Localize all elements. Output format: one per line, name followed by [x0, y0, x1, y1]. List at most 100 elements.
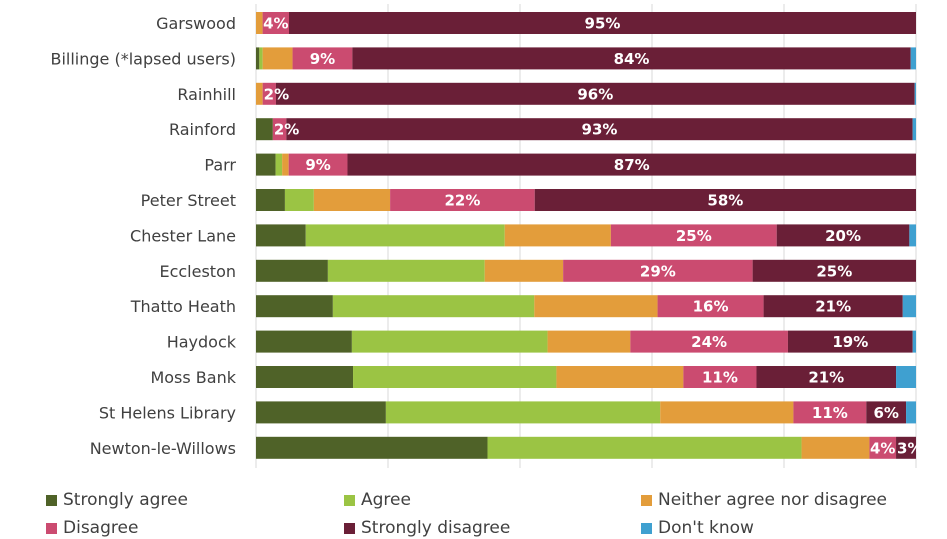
category-label: Rainford: [169, 120, 236, 139]
bar-segment: [327, 259, 485, 282]
bar-segment: [256, 330, 352, 353]
bar-segment: [657, 295, 764, 318]
bar-segment: [896, 436, 916, 459]
bar-segment: [902, 295, 916, 318]
legend-label: Disagree: [63, 518, 139, 538]
legend-label: Strongly agree: [63, 490, 188, 510]
category-label: Parr: [204, 156, 236, 175]
bar-segment: [914, 82, 916, 105]
bar-segment: [610, 224, 777, 247]
bar-segment: [292, 47, 353, 70]
data-label: 93%: [582, 121, 618, 139]
bar-segment: [256, 189, 285, 211]
bar-segment: [787, 330, 913, 353]
stacked-bar-chart: Garswood Billinge (*lapsed users) Rainhill…: [50, 4, 922, 468]
category-label: Haydock: [167, 333, 237, 352]
data-label: 16%: [693, 298, 729, 316]
bar-segment: [256, 401, 386, 424]
legend-swatch: [46, 494, 57, 506]
bar-segment: [910, 47, 916, 70]
data-label: 4%: [870, 439, 895, 457]
bar-segment: [256, 259, 328, 282]
data-label: 21%: [815, 298, 851, 316]
bar-segment: [256, 47, 260, 70]
data-label: 19%: [832, 333, 868, 351]
bar-segment: [906, 401, 916, 424]
bar-segment: [305, 224, 505, 247]
bar-segment: [763, 295, 903, 318]
bar-segment: [487, 436, 802, 459]
bar-segment: [896, 366, 916, 388]
bar-segment: [256, 82, 263, 105]
bar-segment: [752, 259, 916, 282]
data-label: 58%: [707, 192, 743, 210]
category-label: Rainhill: [177, 85, 236, 104]
data-label: 95%: [585, 15, 621, 33]
legend-item-disagree: Disagree: [46, 518, 138, 538]
bar-segment: [660, 401, 794, 424]
bar-segment: [912, 118, 916, 141]
legend-item-strongly-agree: Strongly agree: [46, 490, 188, 510]
bars: [256, 12, 917, 459]
bar-segment: [262, 82, 276, 105]
category-label: Garswood: [156, 14, 236, 33]
legend-swatch: [641, 494, 652, 506]
bar-segment: [390, 189, 535, 211]
category-label: Thatto Heath: [130, 297, 236, 316]
data-label: 87%: [614, 156, 650, 174]
data-label: 22%: [444, 192, 480, 210]
bar-segment: [793, 401, 867, 424]
legend-item-agree: Agree: [344, 490, 411, 510]
legend-swatch: [46, 522, 57, 534]
bar-segment: [256, 295, 333, 318]
bar-segment: [275, 82, 915, 105]
bar-segment: [683, 366, 757, 388]
bar-segment: [504, 224, 611, 247]
data-labels: 4% 95% 9% 84% 2% 96% 2% 93% 9% 87% 22% 58% 25% 20% 29%…: [263, 15, 922, 458]
bar-segment: [313, 189, 391, 211]
data-label: 24%: [691, 333, 727, 351]
data-label: 96%: [577, 85, 613, 103]
legend-label: Strongly disagree: [361, 518, 511, 538]
bar-segment: [262, 47, 293, 70]
bar-segment: [256, 118, 273, 141]
legend-label: Don't know: [658, 518, 754, 538]
bar-segment: [284, 189, 314, 211]
data-label: 25%: [816, 262, 852, 280]
bar-segment: [259, 47, 263, 70]
data-label: 84%: [614, 50, 650, 68]
data-label: 9%: [305, 156, 330, 174]
legend-item-strongly-disagree: Strongly disagree: [344, 518, 510, 538]
bar-segment: [385, 401, 661, 424]
data-label: 3%: [897, 439, 922, 457]
bar-segment: [756, 366, 897, 388]
legend-swatch: [641, 522, 652, 534]
bar-segment: [332, 295, 535, 318]
category-label: St Helens Library: [99, 403, 236, 422]
bar-segment: [256, 436, 488, 459]
data-label: 29%: [640, 262, 676, 280]
bar-segment: [484, 259, 564, 282]
bar-segment: [801, 436, 870, 459]
bar-segment: [351, 330, 548, 353]
legend-swatch: [344, 522, 355, 534]
category-label: Moss Bank: [150, 368, 236, 387]
category-label: Eccleston: [159, 262, 236, 281]
data-label: 11%: [702, 369, 738, 387]
bar-segment: [869, 436, 897, 459]
bar-segment: [563, 259, 753, 282]
bar-segment: [866, 401, 907, 424]
bar-segment: [256, 12, 263, 34]
bar-segment: [909, 224, 916, 247]
bar-segment: [256, 224, 306, 247]
bar-segment: [547, 330, 631, 353]
data-label: 9%: [310, 50, 335, 68]
category-label: Newton-le-Willows: [90, 439, 236, 458]
bar-segment: [776, 224, 910, 247]
data-label: 20%: [825, 227, 861, 245]
bar-segment: [286, 118, 913, 141]
data-label: 2%: [274, 121, 299, 139]
bar-segment: [630, 330, 788, 353]
bar-segment: [282, 153, 289, 176]
bar-segment: [353, 366, 557, 388]
